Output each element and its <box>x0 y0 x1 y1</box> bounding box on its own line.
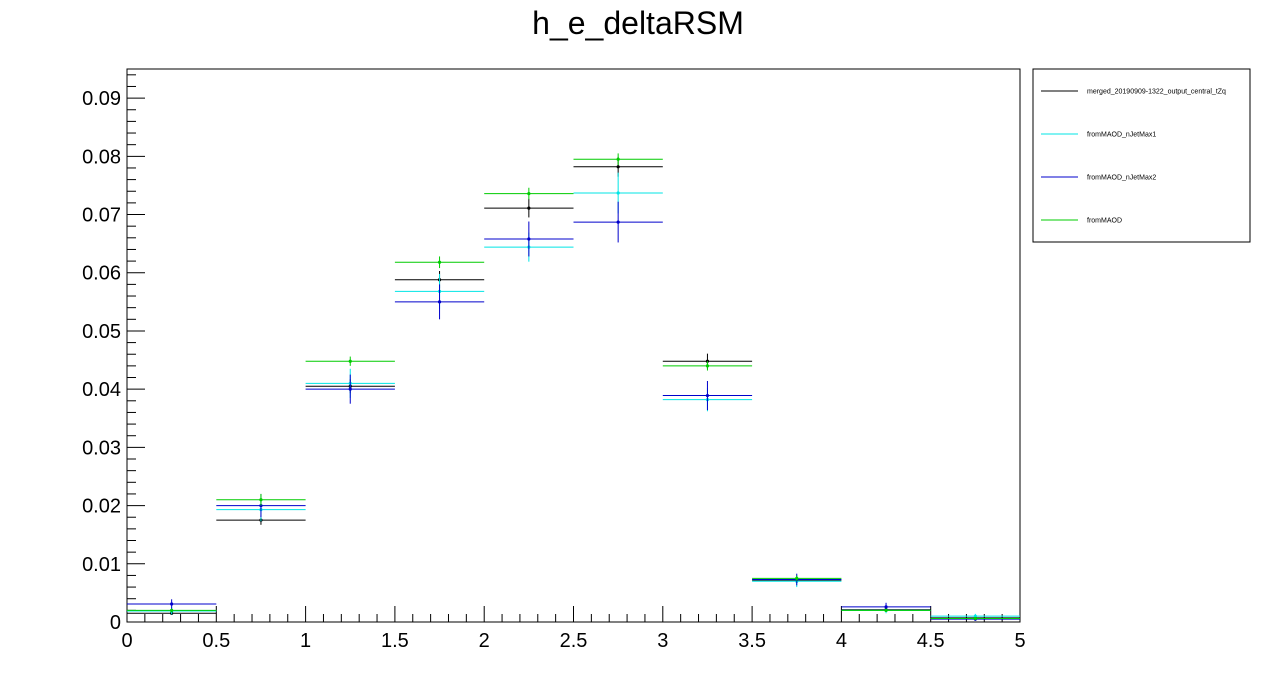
data-point <box>348 387 352 391</box>
data-point <box>616 165 620 169</box>
plot-frame <box>126 68 1021 623</box>
x-tick-label: 3 <box>657 630 668 652</box>
data-point <box>170 608 174 612</box>
legend-label: fromMAOD_nJetMax2 <box>1087 175 1156 182</box>
y-tick-label: 0.03 <box>82 437 121 459</box>
y-tick-label: 0.02 <box>82 496 121 518</box>
legend-box <box>1032 68 1251 243</box>
x-tick-label: 1 <box>300 630 311 652</box>
y-tick-label: 0.09 <box>82 88 121 110</box>
legend-label: fromMAOD <box>1087 218 1122 225</box>
x-axis: 0 0.5 1 1.5 2 2.5 3 3.5 4 4.5 5 <box>121 606 1026 652</box>
data-point <box>348 359 352 363</box>
y-tick-label: 0.04 <box>82 379 121 401</box>
x-tick-label: 2.5 <box>560 630 588 652</box>
y-tick-label: 0.06 <box>82 263 121 285</box>
data-point <box>527 191 531 196</box>
x-tick-label: 4 <box>836 630 847 652</box>
data-point <box>973 614 977 618</box>
series-group <box>127 201 1020 621</box>
x-tick-label: 2 <box>479 630 490 652</box>
data-point <box>884 605 888 609</box>
data-point <box>170 602 174 606</box>
data-point <box>259 498 263 502</box>
x-tick-label: 0.5 <box>202 630 230 652</box>
y-tick-label: 0.08 <box>82 146 121 168</box>
data-point <box>527 237 531 241</box>
x-tick-label: 3.5 <box>738 630 766 652</box>
y-tick-label: 0.01 <box>82 554 121 576</box>
series-group <box>127 153 1020 621</box>
x-tick-label: 4.5 <box>917 630 945 652</box>
y-tick-label: 0 <box>110 612 121 634</box>
data-point <box>616 220 620 224</box>
x-tick-label: 5 <box>1014 630 1025 652</box>
legend: merged_20190909-1322_output_central_tZqf… <box>1032 68 1251 243</box>
y-axis: 0 0.01 0.02 0.03 0.04 0.05 0.06 0.07 0.08 0.09 <box>82 74 145 634</box>
series-group <box>127 172 1020 619</box>
data-point <box>437 260 442 264</box>
data-point <box>616 191 620 195</box>
data-point <box>705 393 710 398</box>
data-point <box>884 608 888 612</box>
data-point <box>973 616 977 621</box>
legend-label: merged_20190909-1322_output_central_tZq <box>1087 89 1226 96</box>
data-point <box>795 576 799 580</box>
legend-label: fromMAOD_nJetMax1 <box>1087 132 1156 139</box>
data-point <box>705 364 710 368</box>
y-tick-label: 0.05 <box>82 321 121 343</box>
data-point <box>437 300 442 304</box>
data-point <box>616 157 620 161</box>
series-group <box>127 156 1020 620</box>
y-tick-label: 0.07 <box>82 205 121 227</box>
data-point <box>527 206 531 210</box>
chart-title: h_e_deltaRSM <box>532 5 744 41</box>
x-tick-label: 0 <box>121 630 132 652</box>
series-layer <box>127 153 1020 621</box>
x-tick-label: 1.5 <box>381 630 409 652</box>
